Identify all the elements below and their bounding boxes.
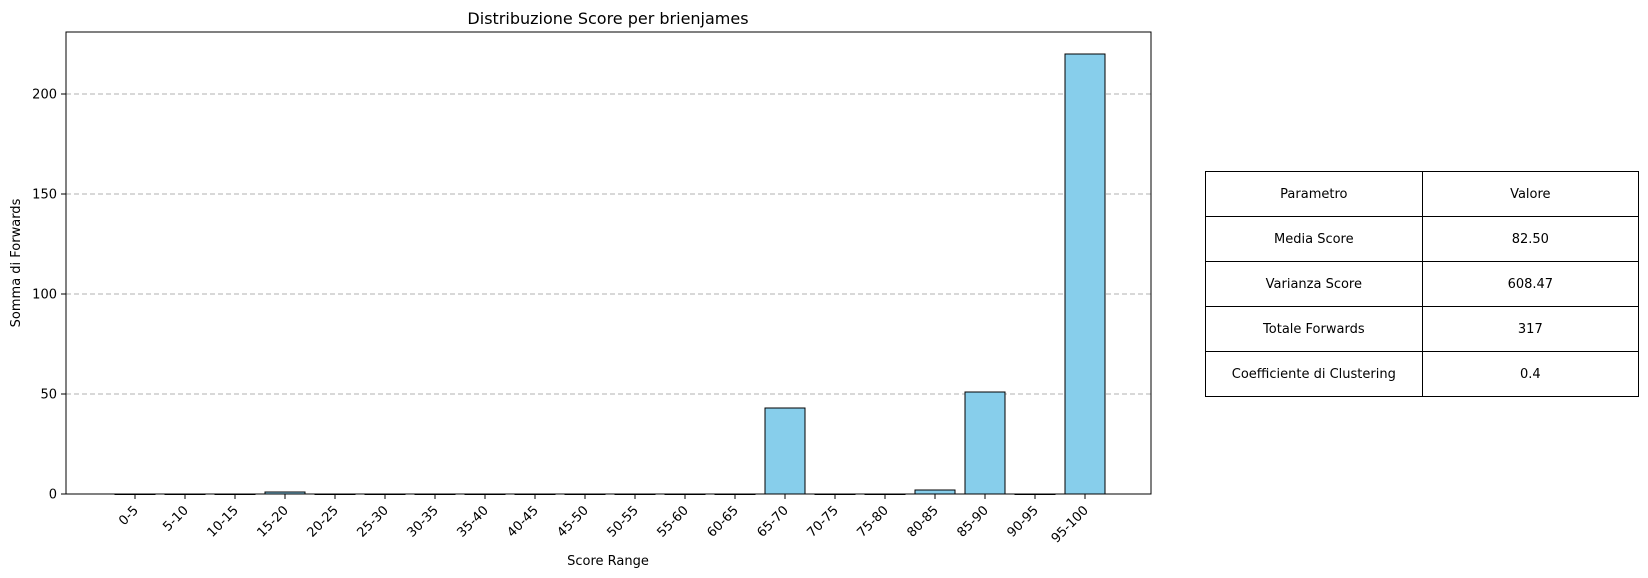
- table-row: Coefficiente di Clustering 0.4: [1205, 351, 1640, 397]
- plot-frame: [65, 31, 1152, 495]
- x-tick-label: 0-5: [116, 503, 142, 529]
- value-cell: 0.4: [1421, 351, 1640, 397]
- x-tick-label: 30-35: [405, 503, 442, 540]
- parameter-cell: Totale Forwards: [1205, 306, 1423, 352]
- x-axis-label: Score Range: [567, 554, 649, 569]
- bar-95-100: [1064, 53, 1106, 495]
- table-row: Media Score 82.50: [1205, 216, 1640, 262]
- x-tick-label: 25-30: [355, 503, 392, 540]
- bar-65-70: [764, 407, 806, 495]
- y-tick-label: 150: [32, 188, 57, 203]
- parameter-cell: Varianza Score: [1205, 261, 1423, 307]
- header-cell-value: Valore: [1421, 171, 1640, 217]
- x-tick-label: 60-65: [705, 503, 742, 540]
- x-tick-label: 75-80: [855, 503, 892, 540]
- y-tick-label: 50: [40, 388, 57, 403]
- x-tick-label: 90-95: [1005, 503, 1042, 540]
- x-tick-label: 5-10: [160, 503, 191, 534]
- parameter-cell: Media Score: [1205, 216, 1423, 262]
- x-tick-label: 15-20: [255, 503, 292, 540]
- value-cell: 317: [1421, 306, 1640, 352]
- header-cell-parameter: Parametro: [1205, 171, 1423, 217]
- x-tick-label: 35-40: [455, 503, 492, 540]
- y-axis-ticks: 0 50 100 150 200: [32, 88, 66, 503]
- stats-table: Parametro Valore Media Score 82.50 Varia…: [1205, 171, 1640, 397]
- x-tick-label: 65-70: [755, 503, 792, 540]
- x-tick-label: 80-85: [905, 503, 942, 540]
- value-cell: 608.47: [1421, 261, 1640, 307]
- table-header-row: Parametro Valore: [1205, 171, 1640, 217]
- x-tick-label: 70-75: [805, 503, 842, 540]
- y-tick-label: 0: [49, 488, 57, 503]
- x-tick-label: 45-50: [555, 503, 592, 540]
- parameter-cell: Coefficiente di Clustering: [1205, 351, 1423, 397]
- y-axis-label: Somma di Forwards: [9, 198, 24, 327]
- y-tick-label: 200: [32, 88, 57, 103]
- x-tick-label: 10-15: [205, 503, 242, 540]
- x-tick-label: 55-60: [655, 503, 692, 540]
- x-tick-label: 85-90: [955, 503, 992, 540]
- bar-85-90: [964, 391, 1006, 495]
- chart-title: Distribuzione Score per brienjames: [467, 9, 748, 28]
- x-tick-label: 95-100: [1049, 503, 1092, 546]
- x-tick-label: 40-45: [505, 503, 542, 540]
- x-tick-label: 20-25: [305, 503, 342, 540]
- value-cell: 82.50: [1421, 216, 1640, 262]
- y-tick-label: 100: [32, 288, 57, 303]
- x-tick-label: 50-55: [605, 503, 642, 540]
- table-row: Varianza Score 608.47: [1205, 261, 1640, 307]
- bars: [114, 53, 1106, 495]
- table-row: Totale Forwards 317: [1205, 306, 1640, 352]
- x-axis-ticks: 0-5 5-10 10-15 15-20 20-25 25-30 30-35 35-40 40-…: [116, 494, 1092, 546]
- bar-80-85: [914, 489, 956, 495]
